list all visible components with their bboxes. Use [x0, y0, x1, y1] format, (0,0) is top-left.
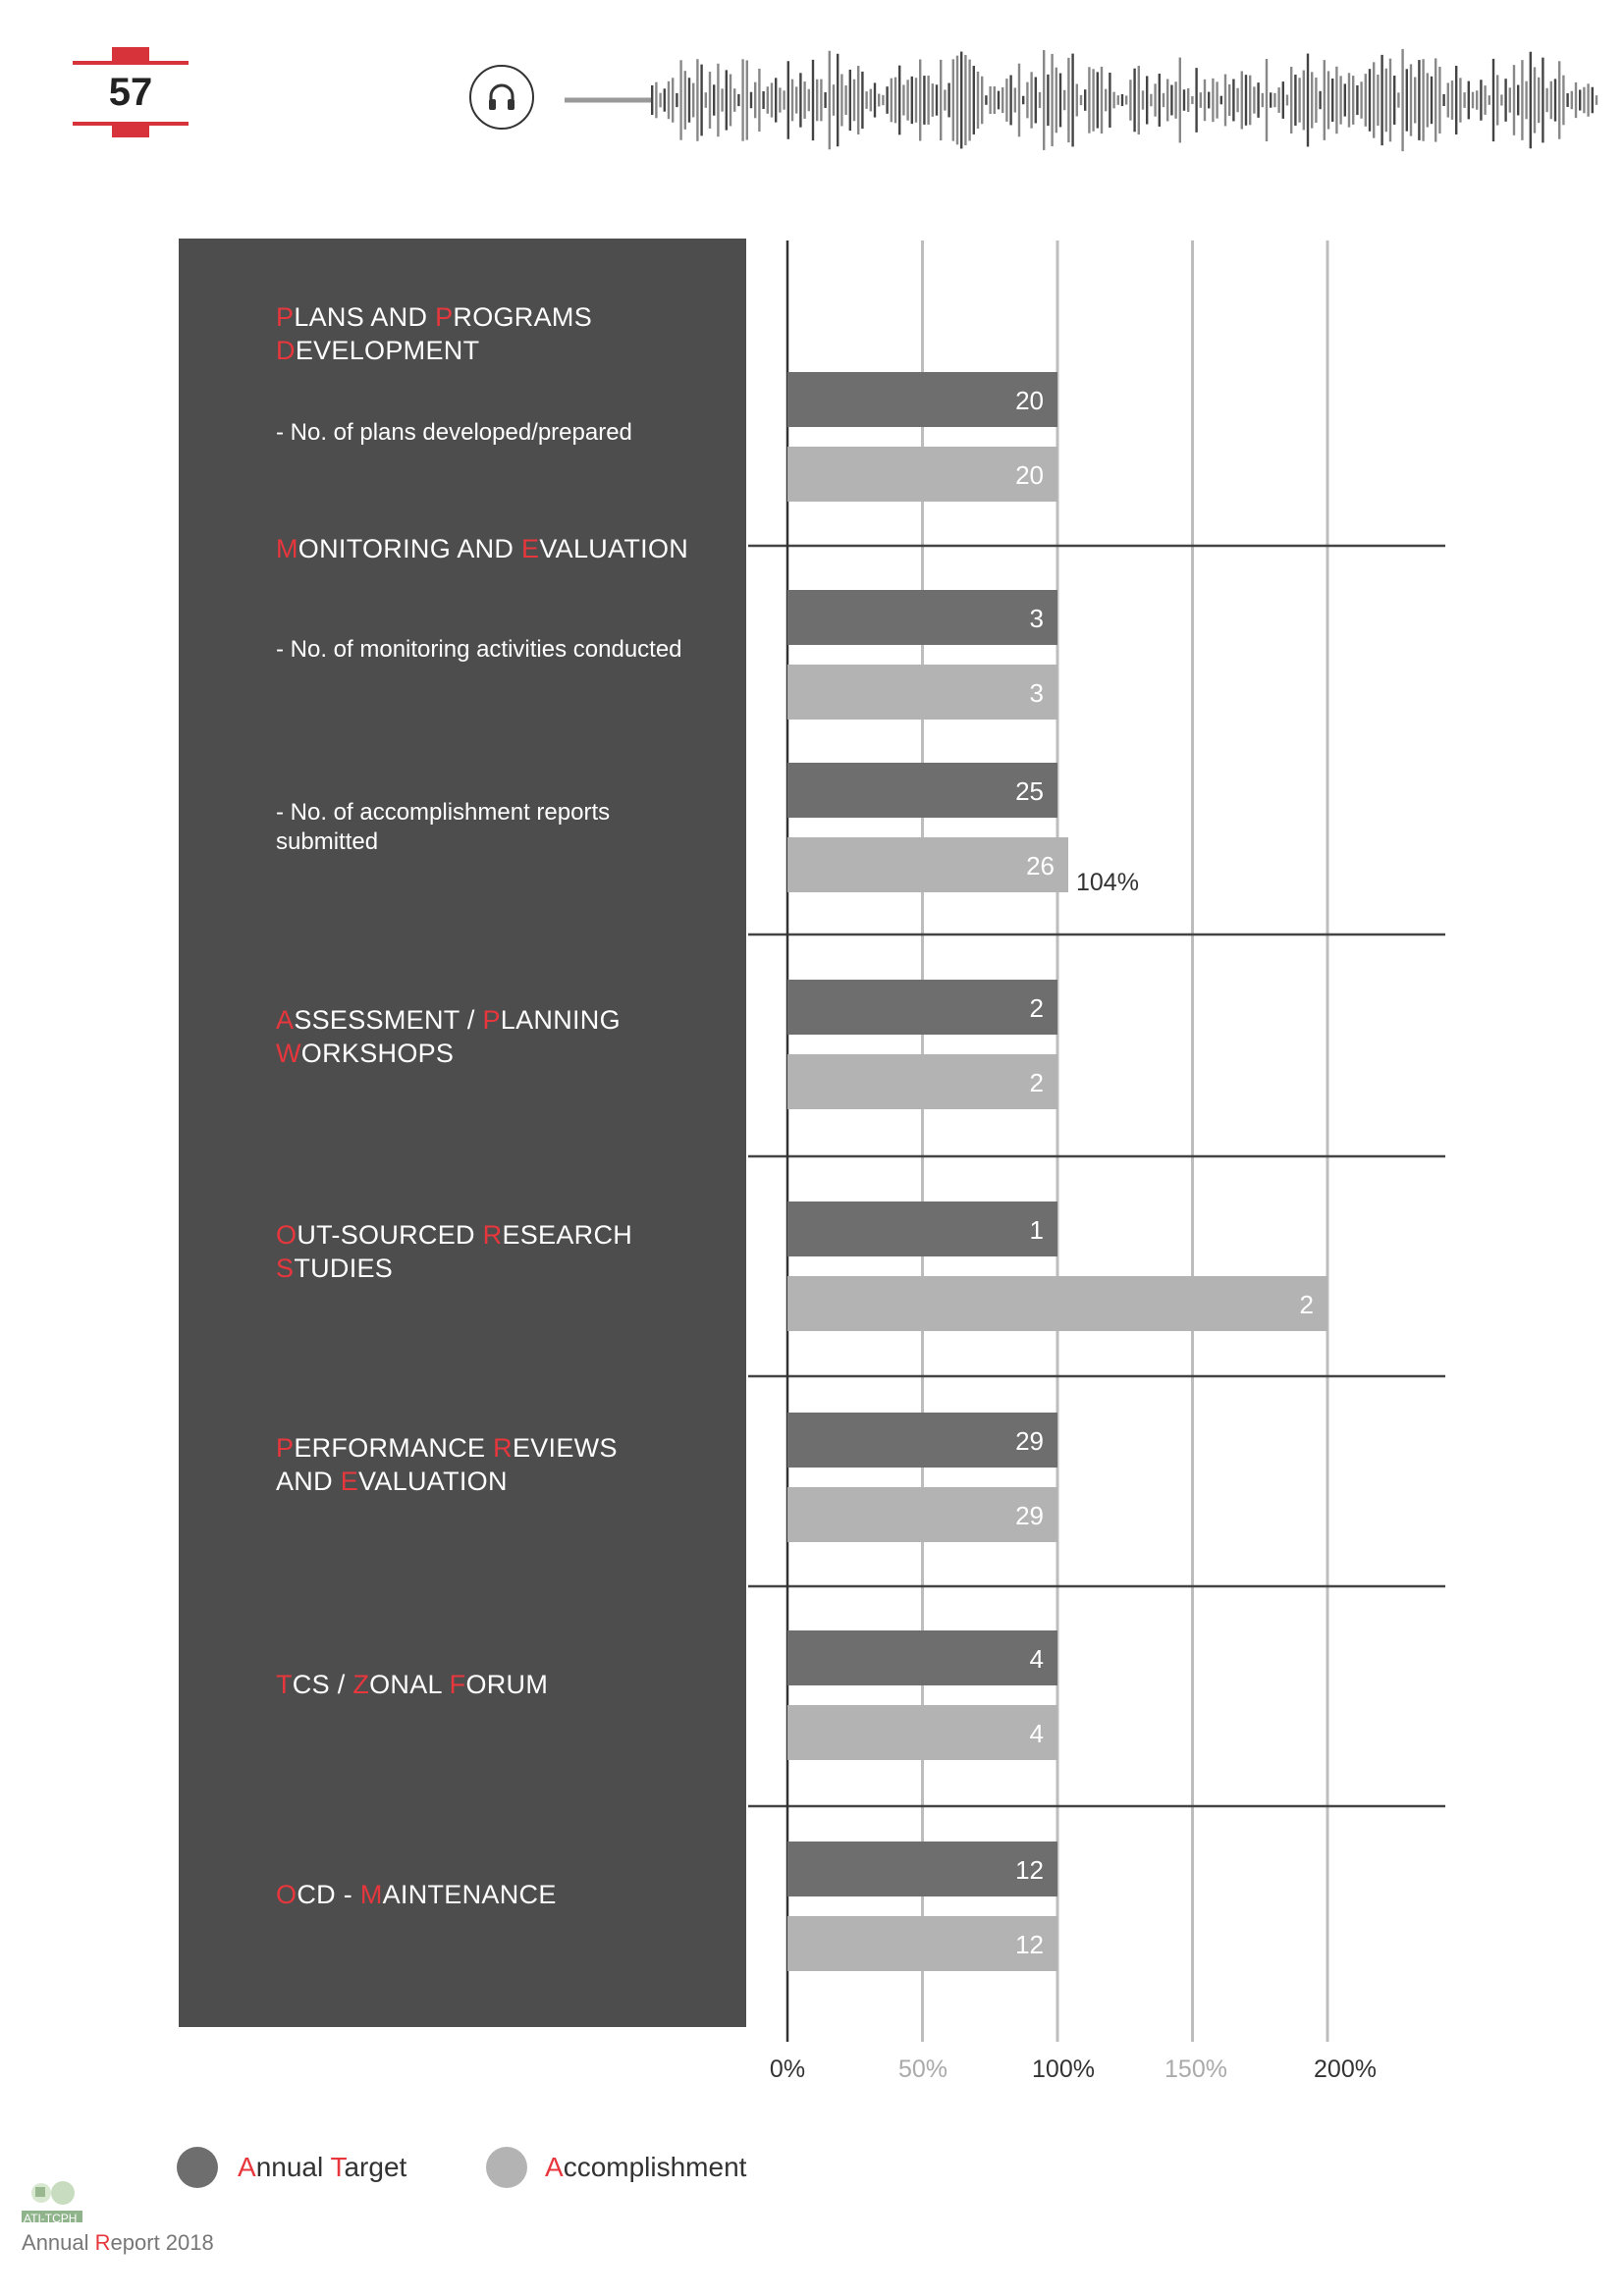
bar-accomplishment-1: [787, 665, 1057, 720]
bar-accomplishment-3: [787, 1054, 1057, 1109]
category-title-performance: PERFORMANCE REVIEWS AND EVALUATION: [276, 1433, 618, 1496]
category-title-research: OUT-SOURCED RESEARCH STUDIES: [276, 1220, 633, 1283]
bar-label-accomplishment-0: 20: [1015, 460, 1044, 490]
legend-annual-target-swatch: [177, 2147, 218, 2188]
bar-label-target-0: 20: [1015, 386, 1044, 415]
bar-label-accomplishment-7: 12: [1015, 1930, 1044, 1959]
category-title-plans: PLANS AND PROGRAMS DEVELOPMENT: [276, 302, 592, 365]
bar-label-accomplishment-5: 29: [1015, 1501, 1044, 1530]
bar-label-target-2: 25: [1015, 776, 1044, 806]
footer-org: ATI-TCPH: [24, 2212, 78, 2225]
bar-label-target-1: 3: [1030, 604, 1044, 633]
sub-label-monitoring: - No. of monitoring activities conducted: [276, 636, 682, 663]
headphone-icon[interactable]: [469, 65, 534, 130]
legend-annual-target: Annual Target: [238, 2152, 407, 2182]
category-title-tcs: TCS / ZONAL FORUM: [276, 1670, 549, 1699]
bar-label-target-7: 12: [1015, 1855, 1044, 1885]
sub-label-reports: - No. of accomplishment reports submitte…: [276, 799, 611, 855]
bar-label-accomplishment-1: 3: [1030, 678, 1044, 708]
bar-label-target-6: 4: [1030, 1644, 1044, 1674]
bar-target-5: [787, 1413, 1057, 1468]
page-number: 57: [108, 71, 153, 114]
category-title-ocd: OCD - MAINTENANCE: [276, 1880, 557, 1909]
bar-label-accomplishment-6: 4: [1030, 1719, 1044, 1748]
bar-target-6: [787, 1630, 1057, 1685]
legend-accomplishment: Accomplishment: [545, 2152, 747, 2182]
category-title-monitoring: MONITORING AND EVALUATION: [276, 534, 689, 563]
bar-note-2: 104%: [1076, 869, 1139, 896]
bar-target-0: [787, 372, 1057, 427]
sub-label-plans: - No. of plans developed/prepared: [276, 419, 632, 446]
bar-target-7: [787, 1842, 1057, 1896]
bar-target-4: [787, 1201, 1057, 1256]
page-number-badge: 57: [73, 47, 189, 137]
bar-target-3: [787, 980, 1057, 1035]
legend-accomplishment-swatch: [486, 2147, 527, 2188]
audio-waveform-graphic: [565, 48, 1598, 152]
bar-label-accomplishment-3: 2: [1030, 1068, 1044, 1097]
bar-accomplishment-0: [787, 447, 1057, 502]
category-title-assessment: ASSESSMENT / PLANNING WORKSHOPS: [276, 1005, 621, 1068]
axis-tick-150: 150%: [1164, 2056, 1227, 2083]
bar-accomplishment-5: [787, 1487, 1057, 1542]
axis-tick-50: 50%: [897, 2056, 948, 2083]
organization-logo: [22, 2181, 82, 2222]
axis-tick-200: 200%: [1314, 2056, 1377, 2083]
category-panel: [179, 239, 746, 2027]
bar-label-target-3: 2: [1030, 993, 1044, 1023]
bar-target-1: [787, 590, 1057, 645]
bar-accomplishment-4: [787, 1276, 1327, 1331]
axis-tick-0: 0%: [769, 2056, 806, 2083]
bar-label-accomplishment-2: 26: [1026, 851, 1055, 881]
bar-label-target-5: 29: [1015, 1426, 1044, 1456]
bar-accomplishment-7: [787, 1916, 1057, 1971]
bar-accomplishment-2: [787, 837, 1068, 892]
bar-label-accomplishment-4: 2: [1300, 1290, 1314, 1319]
bar-accomplishment-6: [787, 1705, 1057, 1760]
footer-annual-report: Annual Report 2018: [22, 2230, 214, 2255]
bar-target-2: [787, 763, 1057, 818]
axis-tick-100: 100%: [1032, 2056, 1095, 2083]
bar-label-target-4: 1: [1030, 1215, 1044, 1245]
